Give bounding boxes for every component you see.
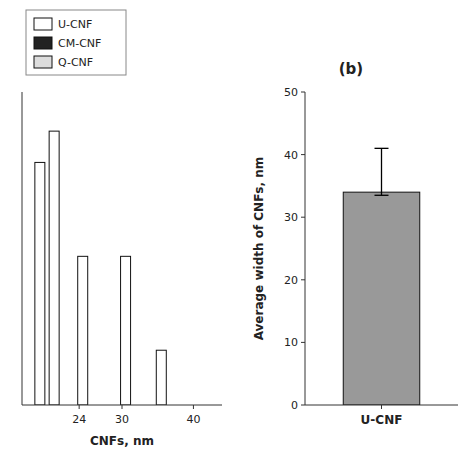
chart: 24 30 40 CNFs, nm U-CNF CM-CNF Q-CNF 0 10 20 30 40 5… — [0, 0, 474, 474]
y-tick — [301, 279, 305, 280]
y-tick-label: 10 — [284, 336, 298, 349]
panel-label: (b) — [339, 60, 363, 78]
y-tick-label: 50 — [284, 86, 298, 99]
legend-swatch — [34, 37, 52, 49]
y-axis — [22, 92, 23, 405]
bar — [49, 131, 59, 405]
panel-1: 0 10 20 30 40 50 Average width of CNFs, nm U-CN… — [252, 60, 458, 427]
legend-frame — [26, 10, 126, 75]
marks — [35, 131, 166, 405]
y-tick — [301, 154, 305, 155]
x-tick — [122, 405, 123, 409]
error-bar — [375, 148, 389, 195]
legend-label: Q-CNF — [58, 56, 93, 69]
legend-swatch — [34, 18, 52, 30]
legend-label: CM-CNF — [58, 37, 101, 50]
x-tick-label: U-CNF — [361, 413, 403, 427]
error-bar-cap — [375, 195, 389, 196]
legend-swatch — [34, 56, 52, 68]
y-tick — [301, 405, 305, 406]
bar — [156, 350, 166, 405]
x-tick — [193, 405, 194, 409]
bar — [78, 256, 88, 405]
bar — [121, 256, 131, 405]
bar — [35, 162, 45, 405]
x-tick-label: 24 — [72, 413, 86, 426]
y-axis-label: Average width of CNFs, nm — [252, 157, 266, 341]
x-tick — [79, 405, 80, 409]
marks — [343, 148, 420, 405]
y-tick — [301, 217, 305, 218]
y-tick-label: 0 — [291, 399, 298, 412]
x-axis-label: CNFs, nm — [90, 434, 154, 448]
x-tick-label: 40 — [186, 413, 200, 426]
x-tick — [381, 405, 382, 409]
bar — [343, 192, 420, 405]
x-tick-label: 30 — [115, 413, 129, 426]
legend: U-CNF CM-CNF Q-CNF — [26, 10, 126, 75]
y-tick — [301, 92, 305, 93]
error-bar-cap — [375, 148, 389, 149]
legend-label: U-CNF — [58, 18, 92, 31]
y-tick-label: 20 — [284, 274, 298, 287]
error-bar-stem — [381, 148, 382, 195]
y-tick-label: 40 — [284, 149, 298, 162]
panel-0: 24 30 40 CNFs, nm U-CNF CM-CNF Q-CNF — [22, 10, 222, 448]
y-axis — [305, 92, 306, 405]
y-tick — [301, 342, 305, 343]
y-tick-label: 30 — [284, 211, 298, 224]
